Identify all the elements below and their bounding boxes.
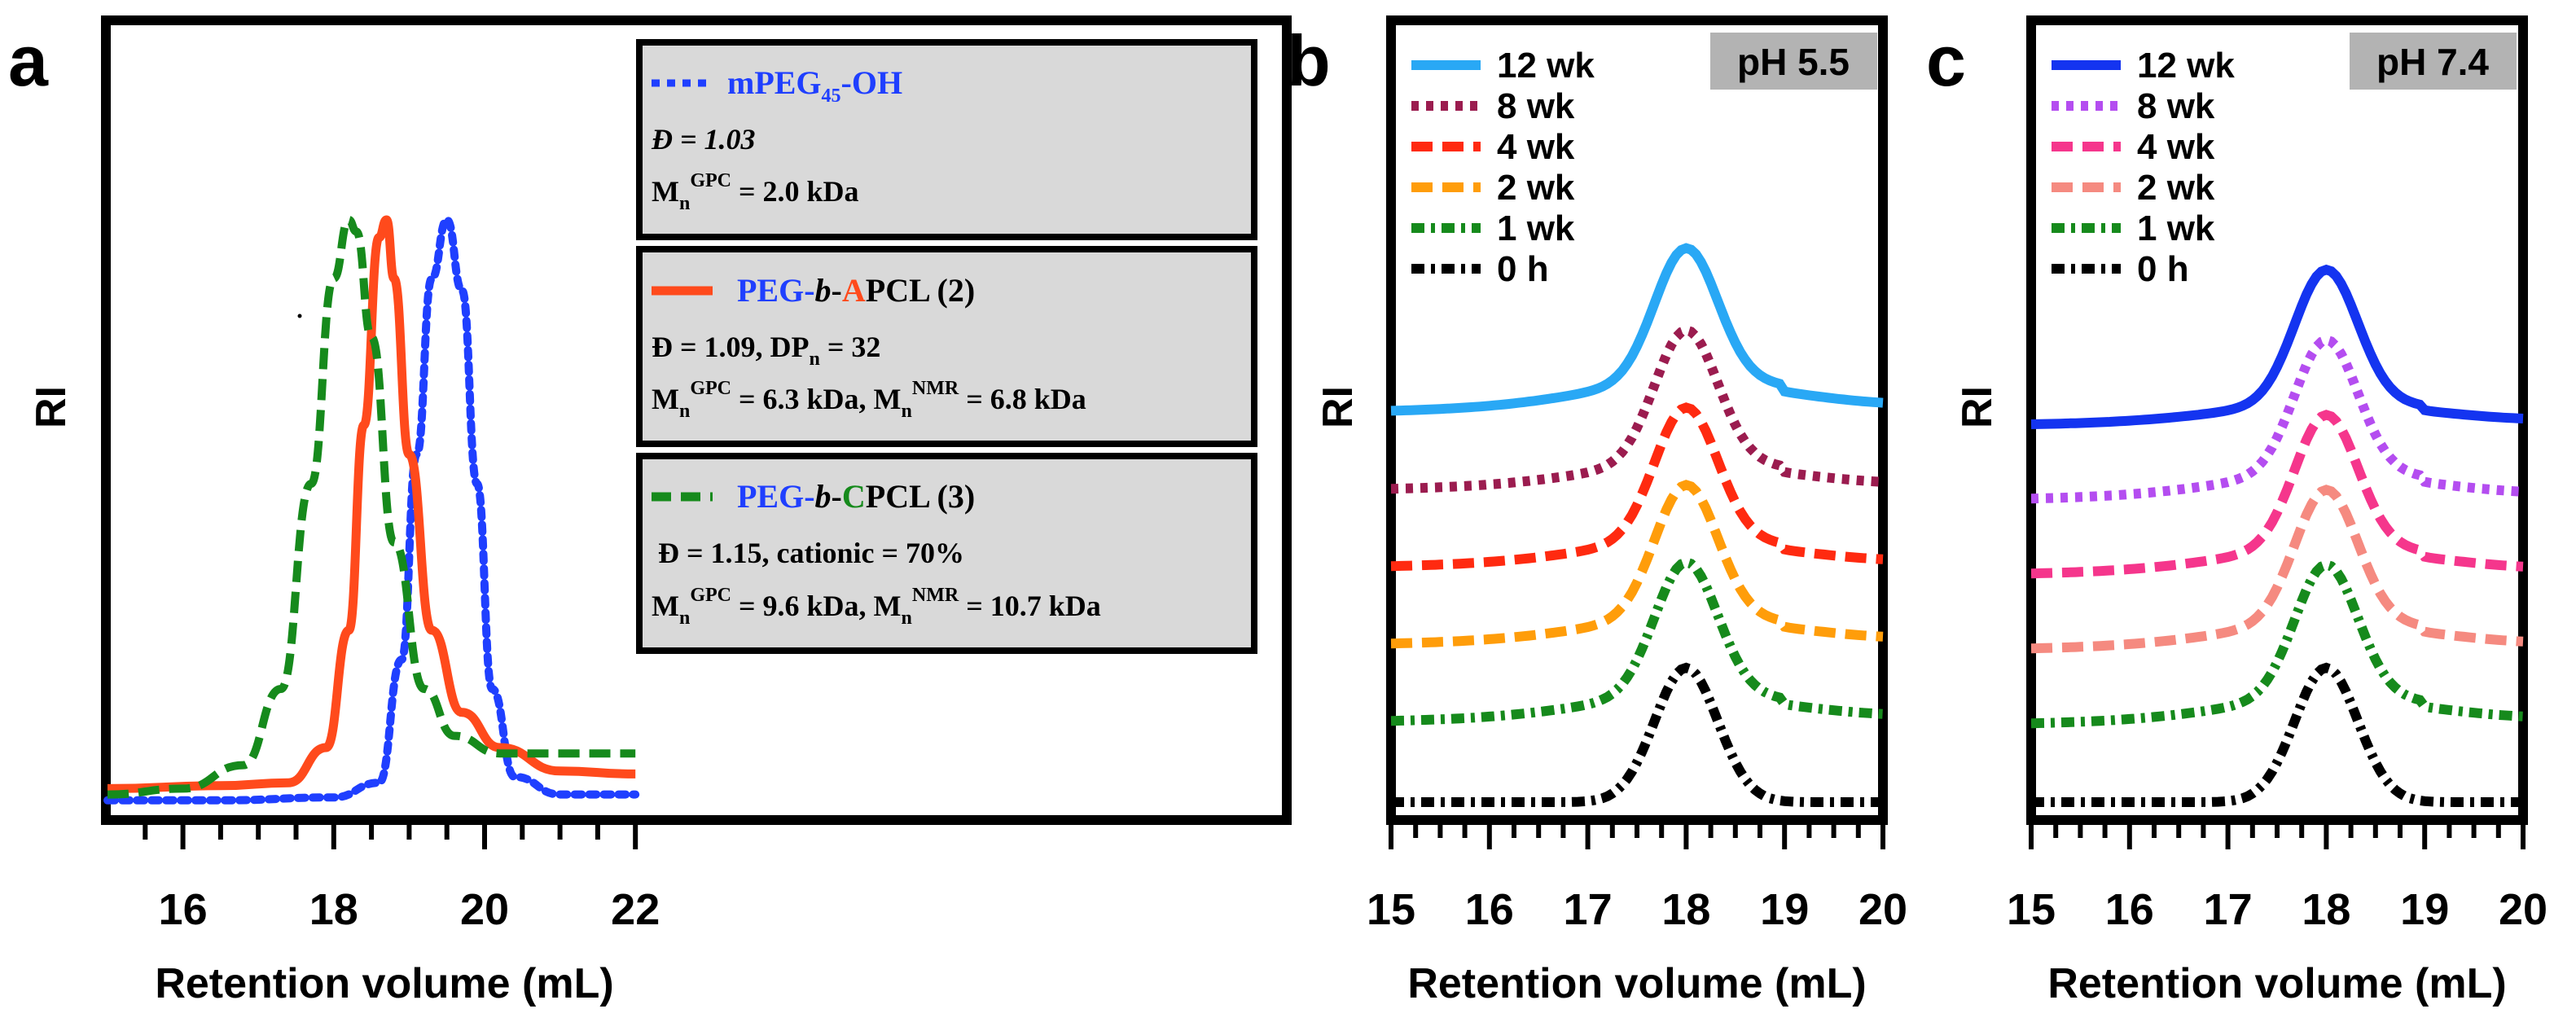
c-legend-label-4: 1 wk xyxy=(2137,208,2215,248)
panel-a-frame xyxy=(101,15,1292,825)
panel-c-xtick-labels: 15 16 17 18 19 20 xyxy=(2007,885,2547,934)
b-legend-label-2: 4 wk xyxy=(1497,127,1575,167)
b-curve-1 xyxy=(1390,325,1884,494)
panel-c-ylabel: RI xyxy=(1954,386,2001,428)
b-legend-label-3: 2 wk xyxy=(1497,168,1575,208)
b-curve-2 xyxy=(1390,402,1884,572)
legend-mn-apcl: MnGPC = 6.3 kDa, MnNMR = 6.8 kDa xyxy=(652,378,1086,422)
legend-box-cpcl: PEG-b-CPCL (3) Đ = 1.15, cationic = 70% … xyxy=(636,453,1257,654)
panel-b-frame xyxy=(1386,15,1888,825)
panel-c-ph-box xyxy=(2350,33,2517,90)
b-curve-0 xyxy=(1390,243,1884,416)
panel-b-xtick-labels: 15 16 17 18 19 20 xyxy=(1367,885,1907,934)
panel-a-curve-0 xyxy=(103,215,640,805)
c-legend-label-2: 4 wk xyxy=(2137,127,2215,167)
legend-box-apcl: PEG-b-APCL (2) Đ = 1.09, DPn = 32 MnGPC … xyxy=(636,246,1257,447)
panel-a-xlabel: Retention volume (mL) xyxy=(155,960,613,1007)
panel-letter-a: a xyxy=(8,20,49,101)
a-tick-label-2: 20 xyxy=(460,885,509,934)
panel-b-curves xyxy=(1390,243,1884,807)
b-tick-label-5: 20 xyxy=(1858,885,1907,934)
b-tick-label-1: 16 xyxy=(1465,885,1514,934)
legend-dispersity-cpcl: Đ = 1.15, cationic = 70% xyxy=(658,537,964,569)
c-tick-label-4: 19 xyxy=(2400,885,2449,934)
panel-a-xaxis xyxy=(143,820,639,849)
c-legend-label-5: 0 h xyxy=(2137,249,2189,289)
c-legend-label-0: 12 wk xyxy=(2137,46,2235,86)
a-tick-label-3: 22 xyxy=(611,885,660,934)
a-tick-label-1: 18 xyxy=(309,885,358,934)
c-curve-5 xyxy=(2031,662,2523,807)
panel-a-curve-1 xyxy=(107,215,636,793)
legend-box-mpeg: mPEG45-OH Đ = 1.03 MnGPC = 2.0 kDa xyxy=(636,39,1257,240)
legend-title-mpeg: mPEG45-OH xyxy=(727,64,902,107)
legend-dispersity-apcl: Đ = 1.09, DPn = 32 xyxy=(652,331,880,370)
panel-b-xaxis xyxy=(1389,820,1885,849)
panel-a-curves xyxy=(103,215,640,805)
c-curve-4 xyxy=(2030,559,2524,729)
panel-letter-b: b xyxy=(1287,20,1331,101)
panel-b-xlabel: Retention volume (mL) xyxy=(1407,960,1866,1007)
legend-mn-cpcl: MnGPC = 9.6 kDa, MnNMR = 10.7 kDa xyxy=(652,585,1101,629)
panel-b-ph-box xyxy=(1710,33,1877,90)
c-legend-label-3: 2 wk xyxy=(2137,168,2215,208)
a-tick-label-0: 16 xyxy=(159,885,208,934)
b-curve-3 xyxy=(1390,480,1884,649)
b-legend-label-5: 0 h xyxy=(1497,249,1549,289)
c-curve-3 xyxy=(2030,485,2524,654)
c-tick-label-3: 18 xyxy=(2302,885,2350,934)
b-tick-label-0: 15 xyxy=(1367,885,1415,934)
b-tick-label-4: 19 xyxy=(1760,885,1809,934)
c-tick-label-2: 17 xyxy=(2204,885,2253,934)
panel-c-ph-label: pH 7.4 xyxy=(2376,41,2489,83)
panel-c-curves xyxy=(2030,264,2524,807)
legend-title-apcl: PEG-b-APCL (2) xyxy=(737,272,975,309)
b-curve-5 xyxy=(1391,662,1883,807)
legend-dispersity-mpeg: Đ = 1.03 xyxy=(651,123,756,156)
c-curve-1 xyxy=(2030,335,2524,504)
c-tick-label-0: 15 xyxy=(2007,885,2056,934)
c-tick-label-1: 16 xyxy=(2105,885,2154,934)
panel-b-legend: 12 wk8 wk4 wk2 wk1 wk0 h xyxy=(1411,46,1595,289)
legend-mn-mpeg: MnGPC = 2.0 kDa xyxy=(652,170,859,214)
b-legend-label-1: 8 wk xyxy=(1497,86,1575,126)
panel-a-ylabel: RI xyxy=(28,386,75,428)
b-curve-4 xyxy=(1390,557,1884,726)
panel-b-ph-label: pH 5.5 xyxy=(1737,41,1850,83)
b-legend-label-0: 12 wk xyxy=(1497,46,1595,86)
legend-title-cpcl: PEG-b-CPCL (3) xyxy=(737,478,975,515)
panel-b-ylabel: RI xyxy=(1314,386,1362,428)
panel-c-xaxis xyxy=(2029,820,2526,849)
panel-a-curve-2 xyxy=(107,215,636,799)
c-legend-label-1: 8 wk xyxy=(2137,86,2215,126)
panel-c-legend: 12 wk8 wk4 wk2 wk1 wk0 h xyxy=(2052,46,2235,289)
b-tick-label-3: 18 xyxy=(1661,885,1710,934)
panel-a-xtick-labels: 16 18 20 22 xyxy=(159,885,660,934)
c-tick-label-5: 20 xyxy=(2499,885,2547,934)
panel-c-xlabel: Retention volume (mL) xyxy=(2047,960,2506,1007)
b-legend-label-4: 1 wk xyxy=(1497,208,1575,248)
c-curve-2 xyxy=(2030,410,2524,579)
stray-dot-mark xyxy=(297,314,302,318)
panel-letter-c: c xyxy=(1926,20,1966,101)
c-curve-0 xyxy=(2030,264,2524,429)
b-tick-label-2: 17 xyxy=(1564,885,1613,934)
